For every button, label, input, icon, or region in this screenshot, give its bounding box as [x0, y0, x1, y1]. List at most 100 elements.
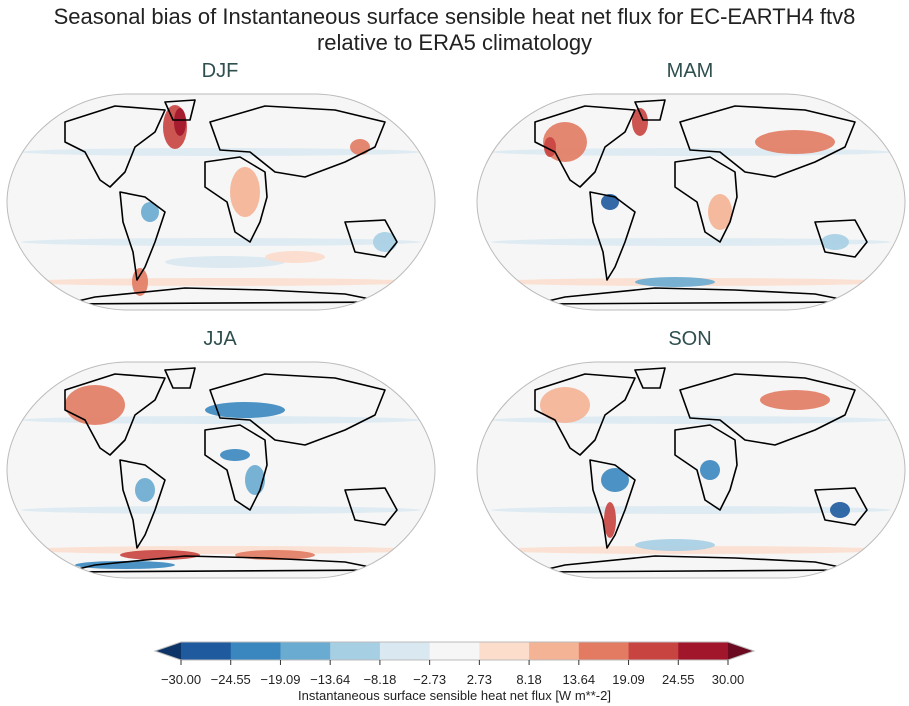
- bias-region: [632, 108, 648, 136]
- bias-region: [821, 234, 849, 250]
- bias-region: [700, 460, 720, 480]
- bias-region: [601, 194, 619, 210]
- bias-band: [21, 278, 421, 286]
- panel-title-jja: JJA: [203, 328, 237, 350]
- colorbar-segment: [379, 642, 431, 660]
- bias-region: [65, 385, 125, 425]
- coastline: [344, 219, 398, 258]
- coastline: [634, 367, 666, 389]
- coastline: [204, 156, 268, 243]
- panel-title-son: SON: [668, 328, 712, 350]
- bias-region: [120, 550, 200, 560]
- coastline: [534, 373, 636, 456]
- bias-region: [544, 137, 556, 157]
- map-djf: [6, 93, 436, 311]
- coastline: [674, 156, 738, 243]
- bias-region: [350, 139, 370, 155]
- colorbar-segment: [678, 642, 729, 660]
- bias-region: [165, 256, 285, 268]
- colorbar-tick-label: −2.73: [413, 672, 447, 687]
- coastline: [814, 219, 868, 258]
- colorbar-tick-label: 19.09: [612, 672, 645, 687]
- map-frame: [6, 93, 436, 311]
- coastline: [344, 487, 398, 526]
- bias-band: [21, 416, 421, 424]
- bias-region: [205, 402, 285, 418]
- coastline: [164, 99, 196, 121]
- bias-region: [75, 561, 175, 569]
- coastline: [209, 105, 386, 178]
- bias-region: [635, 539, 715, 551]
- coastline: [674, 424, 738, 511]
- bias-region: [755, 130, 835, 154]
- coastline: [589, 459, 636, 549]
- bias-band: [21, 238, 421, 246]
- coastline: [64, 373, 166, 456]
- colorbar-segment: [578, 642, 630, 660]
- colorbar-label: Instantaneous surface sensible heat net …: [298, 688, 611, 703]
- colorbar-tick-label: 24.55: [661, 672, 695, 687]
- bias-region: [135, 478, 155, 502]
- figure-title-line2: relative to ERA5 climatology: [316, 30, 593, 55]
- map-son: [476, 361, 906, 579]
- bias-band: [491, 238, 891, 246]
- panel-title-djf: DJF: [201, 60, 239, 82]
- bias-band: [491, 416, 891, 424]
- bias-region: [373, 232, 397, 252]
- colorbar: [153, 641, 756, 665]
- map-frame: [6, 361, 436, 579]
- colorbar-tick-label: 2.73: [466, 672, 493, 687]
- map-frame: [476, 93, 906, 311]
- panel-title-mam: MAM: [666, 60, 714, 82]
- bias-region: [601, 468, 629, 492]
- colorbar-segment: [230, 642, 281, 660]
- coastline: [634, 99, 666, 121]
- bias-region: [265, 251, 325, 263]
- bias-region: [760, 390, 830, 410]
- bias-region: [604, 502, 616, 538]
- bias-band: [21, 148, 421, 156]
- colorbar-tick-label: −8.18: [363, 672, 397, 687]
- colorbar-segment: [628, 642, 679, 660]
- colorbar-tick-label: 13.64: [562, 672, 596, 687]
- map-background: [7, 94, 435, 310]
- coastline: [814, 487, 868, 526]
- bias-region: [174, 108, 186, 136]
- colorbar-extend-low: [155, 642, 181, 660]
- colorbar-segment: [280, 642, 331, 660]
- coastline: [204, 424, 268, 511]
- colorbar-tick-label: −19.09: [260, 672, 301, 687]
- colorbar-tick-label: 8.18: [516, 672, 542, 687]
- bias-region: [708, 194, 732, 230]
- colorbar-tick-label: 30.00: [711, 672, 745, 687]
- bias-region: [635, 277, 715, 287]
- colorbar-extend-high: [728, 642, 754, 660]
- map-jja: [6, 361, 436, 579]
- bias-region: [220, 449, 250, 461]
- bias-region: [230, 167, 260, 217]
- coastline: [679, 105, 856, 178]
- map-mam: [476, 93, 906, 311]
- colorbar-tick-label: −30.00: [160, 672, 202, 687]
- coastline: [679, 373, 856, 446]
- coastline: [119, 459, 166, 549]
- colorbar-segment: [181, 642, 232, 660]
- colorbar-segment: [330, 642, 381, 660]
- figure-title-line1: Seasonal bias of Instantaneous surface s…: [53, 4, 856, 29]
- coastline: [164, 367, 196, 389]
- coastline: [589, 191, 636, 281]
- bias-band: [21, 506, 421, 514]
- coastline: [209, 373, 386, 446]
- colorbar-segment: [529, 642, 580, 660]
- bias-band: [21, 546, 421, 554]
- map-frame: [476, 361, 906, 579]
- colorbar-tick-label: −13.64: [310, 672, 351, 687]
- bias-region: [830, 502, 850, 518]
- colorbar-segment: [479, 642, 530, 660]
- coastline: [119, 191, 166, 281]
- coastline: [64, 105, 166, 188]
- bias-region: [540, 387, 590, 423]
- bias-region: [141, 202, 159, 222]
- colorbar-tick-label: −24.55: [210, 672, 251, 687]
